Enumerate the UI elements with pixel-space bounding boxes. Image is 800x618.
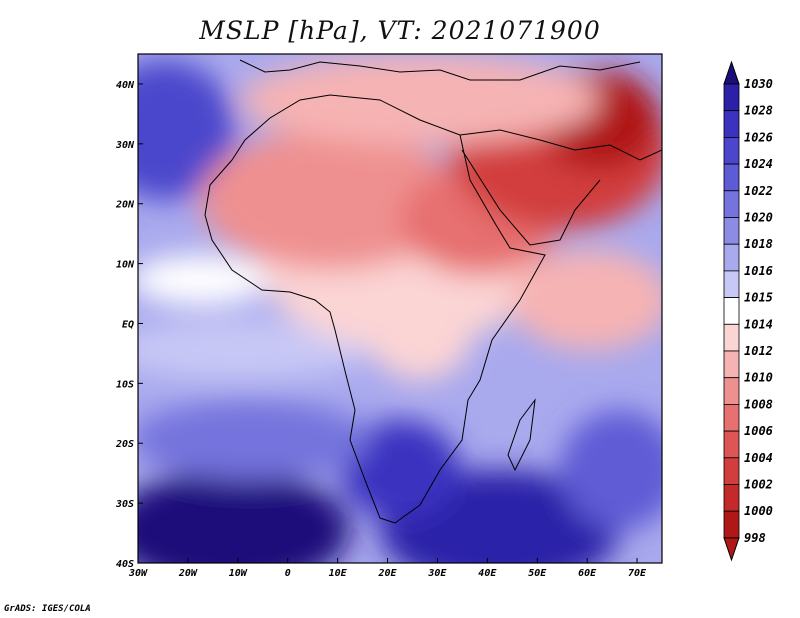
colorbar-swatch — [723, 403, 740, 432]
colorbar-swatch — [723, 270, 740, 298]
colorbar-label: 1000 — [744, 504, 773, 518]
chart-title: MSLP [hPa], VT: 2021071900 — [199, 16, 601, 45]
colorbar-label: 1006 — [744, 424, 773, 438]
colorbar-label: 1018 — [744, 237, 773, 251]
y-tick-label: EQ — [122, 319, 134, 330]
y-tick-label: 10S — [116, 379, 134, 390]
colorbar-swatch — [723, 110, 740, 138]
y-tick-label: 10N — [116, 260, 135, 271]
colorbar-swatch — [723, 217, 740, 245]
coastlines — [204, 59, 662, 524]
x-tick-label: 10E — [329, 568, 348, 579]
colorbar-label: 1028 — [744, 104, 773, 118]
colorbar-label: 1008 — [744, 397, 773, 411]
y-tick-label: 30N — [115, 140, 135, 151]
x-tick-label: 50E — [528, 568, 547, 579]
colorbar-swatch — [723, 163, 740, 192]
y-tick-label: 20S — [115, 439, 134, 450]
y-tick-label: 20N — [115, 200, 135, 211]
colorbar-swatch — [723, 136, 740, 165]
x-tick-label: 10W — [229, 568, 248, 579]
y-tick-label: 30S — [115, 499, 134, 510]
x-tick-label: 30E — [427, 568, 447, 579]
colorbar-label: 1014 — [744, 317, 773, 331]
x-tick-label: 40E — [478, 568, 497, 579]
y-tick-label: 40N — [116, 80, 135, 91]
colorbar-label: 1004 — [744, 451, 773, 465]
colorbar-swatch — [723, 350, 740, 379]
colorbar: 1030 1028 1026 1024 1022 1020 1018 1016 1015 1014… — [723, 60, 773, 562]
x-tick-label: 0 — [285, 568, 291, 579]
triangle-up-icon — [723, 60, 740, 85]
colorbar-label: 1010 — [744, 371, 773, 385]
colorbar-swatch — [723, 243, 740, 272]
x-tick-label: 30W — [128, 568, 148, 579]
colorbar-swatch — [723, 377, 740, 405]
pressure-field — [138, 54, 662, 563]
colorbar-swatch — [723, 484, 740, 512]
x-tick-label: 60E — [578, 568, 597, 579]
colorbar-swatch — [723, 83, 740, 112]
colorbar-label: 1002 — [744, 478, 773, 492]
colorbar-swatch — [723, 430, 740, 459]
colorbar-swatch — [723, 323, 740, 352]
colorbar-swatch — [723, 510, 740, 539]
colorbar-swatch — [723, 297, 740, 325]
credit-text: GrADS: IGES/COLA — [4, 604, 91, 614]
colorbar-label: 1012 — [744, 344, 773, 358]
colorbar-label: 1022 — [744, 184, 773, 198]
colorbar-label: 1016 — [744, 264, 773, 278]
x-tick-label: 70E — [628, 568, 647, 579]
colorbar-label: 1030 — [744, 77, 773, 91]
colorbar-label: 998 — [744, 531, 766, 545]
x-axis: 30W 20W 10W 0 10E 20E 30E 40E 50E 60E 70E — [128, 558, 647, 579]
y-axis: 40N 30N 20N 10N EQ 10S 20S 30S 40S — [115, 80, 143, 570]
colorbar-label: 1026 — [744, 130, 773, 144]
colorbar-label: 1015 — [744, 291, 773, 305]
colorbar-label: 1024 — [744, 157, 773, 171]
y-tick-label: 40S — [116, 559, 134, 570]
colorbar-label: 1020 — [744, 211, 773, 225]
colorbar-swatch — [723, 457, 740, 485]
x-tick-label: 20E — [377, 568, 397, 579]
x-tick-label: 20W — [178, 568, 198, 579]
map-frame — [137, 53, 663, 564]
colorbar-swatch — [723, 190, 740, 218]
triangle-down-icon — [723, 537, 740, 562]
